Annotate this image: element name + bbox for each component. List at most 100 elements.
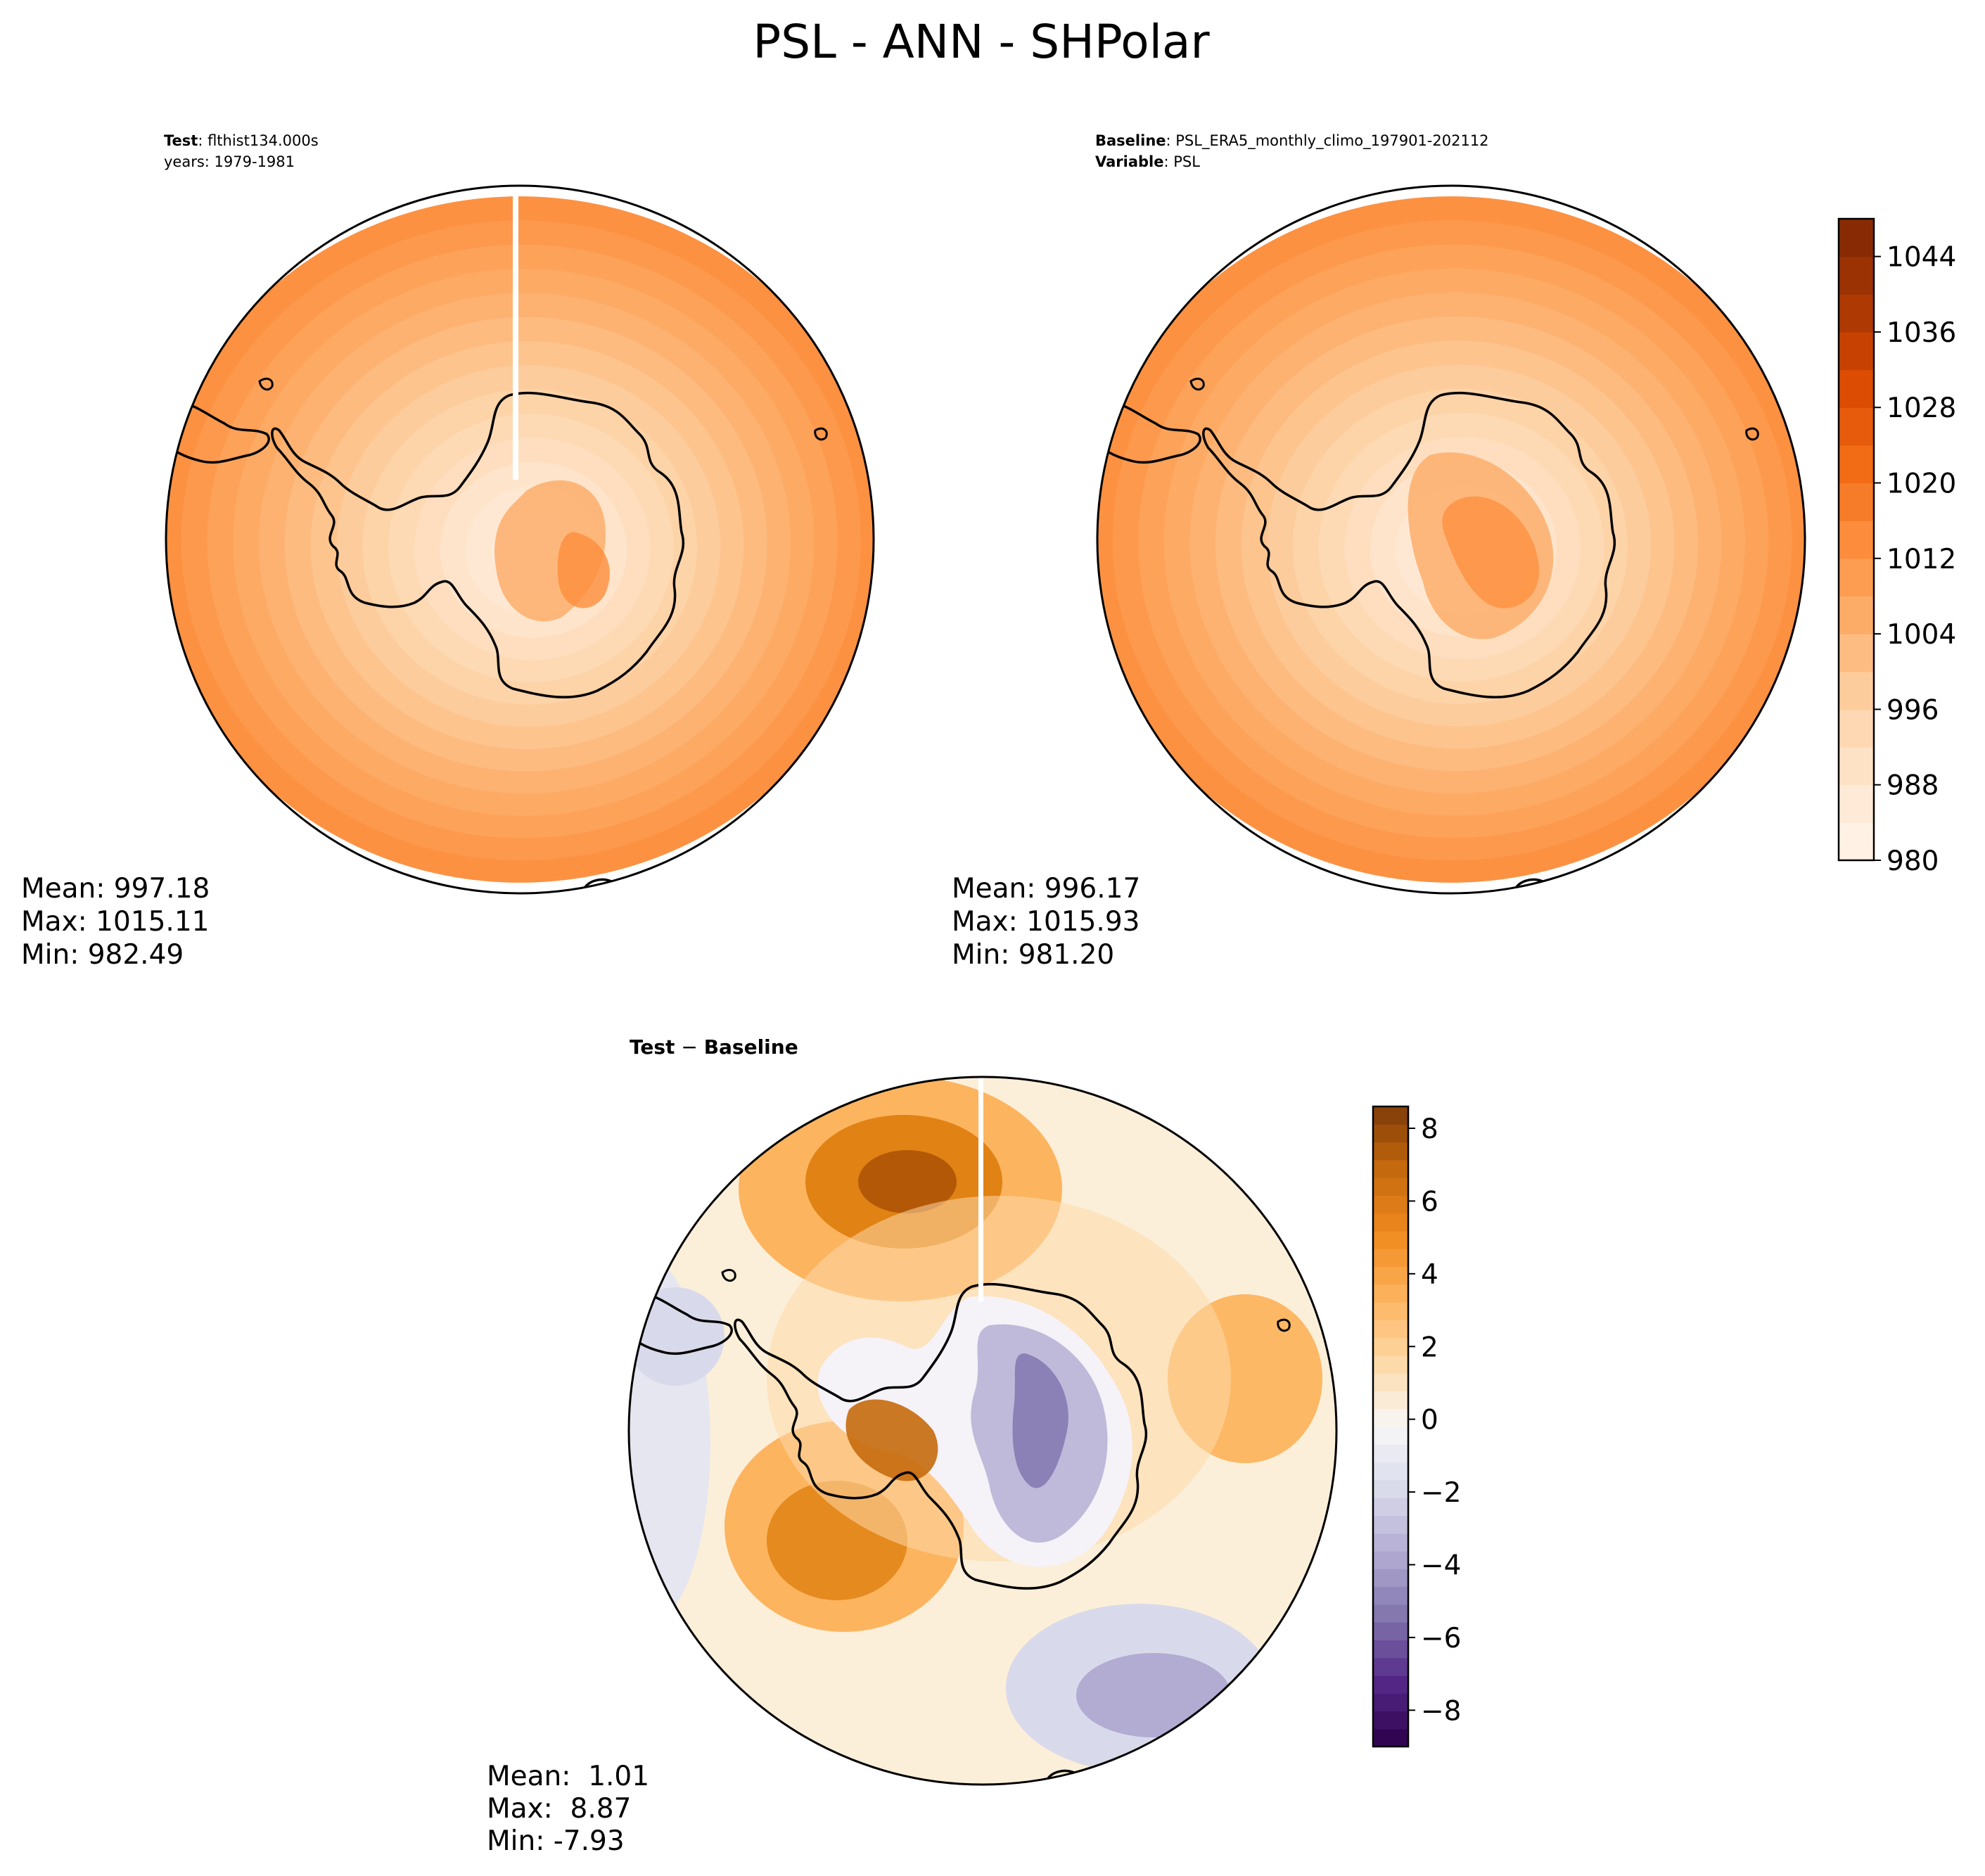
colorbar-difference-level bbox=[1373, 1586, 1408, 1605]
antarctica-coastline bbox=[271, 391, 685, 698]
panel-baseline-mean: Mean: 996.17 bbox=[952, 873, 1140, 905]
panel-difference-mean: Mean: 1.01 bbox=[487, 1761, 649, 1792]
colorbar-difference-level bbox=[1373, 1640, 1408, 1659]
antarctica-coastline bbox=[734, 1282, 1148, 1590]
panel-baseline-variable: Variable: PSL bbox=[1095, 153, 1200, 170]
diff-positive-north-peak bbox=[858, 1150, 957, 1213]
colorbar-difference-tick-label: −4 bbox=[1421, 1550, 1462, 1581]
colorbar-psl-tick-label: 1004 bbox=[1887, 619, 1956, 651]
colorbar-psl-tick-label: 996 bbox=[1887, 694, 1939, 726]
colorbar-difference-tick-label: 8 bbox=[1421, 1114, 1438, 1145]
colorbar-difference-level bbox=[1373, 1249, 1408, 1268]
colorbar-psl-level bbox=[1839, 483, 1874, 521]
diff-negative-peninsula bbox=[629, 1287, 725, 1386]
coastline bbox=[166, 378, 828, 893]
diff-continent-positive-west bbox=[845, 1399, 938, 1481]
colorbar-difference-level bbox=[1373, 1515, 1408, 1534]
panel-baseline-map bbox=[1097, 196, 1805, 893]
colorbar-psl-level bbox=[1839, 521, 1874, 559]
colorbar-psl-level bbox=[1839, 445, 1874, 484]
island-coastline bbox=[814, 427, 828, 441]
colorbar-difference-tick-label: −2 bbox=[1421, 1477, 1462, 1509]
colorbar-difference-level bbox=[1373, 1427, 1408, 1445]
panel-difference-map bbox=[629, 1077, 1336, 1785]
colorbar-difference-level bbox=[1373, 1195, 1408, 1214]
south-america-coastline bbox=[629, 1294, 733, 1355]
antarctica-coastline bbox=[1202, 391, 1616, 698]
colorbar-psl-tick-label: 988 bbox=[1887, 770, 1939, 802]
colorbar-difference-level bbox=[1373, 1373, 1408, 1392]
colorbar-difference-level bbox=[1373, 1533, 1408, 1552]
colorbar-difference-level bbox=[1373, 1124, 1408, 1143]
colorbar-psl-ticks: 980 988 996 1004 1012 1020 1028 1036 1044 bbox=[1874, 242, 1956, 877]
colorbar-difference-level bbox=[1373, 1337, 1408, 1356]
colorbar-difference-tick-label: −6 bbox=[1421, 1623, 1462, 1654]
colorbar-difference-level bbox=[1373, 1550, 1408, 1569]
colorbar-difference-level bbox=[1373, 1302, 1408, 1320]
colorbar-psl-level bbox=[1839, 369, 1874, 408]
colorbar-psl-level bbox=[1839, 331, 1874, 371]
colorbar-difference-level bbox=[1373, 1355, 1408, 1374]
island-coastline bbox=[1189, 378, 1205, 391]
colorbar-difference-level bbox=[1373, 1675, 1408, 1694]
island-coastline bbox=[721, 1269, 736, 1282]
colorbar-psl-level bbox=[1839, 822, 1874, 861]
colorbar-difference-level bbox=[1373, 1498, 1408, 1516]
island-coastline bbox=[1277, 1318, 1291, 1332]
panel-test-years: years: 1979-1981 bbox=[164, 153, 295, 170]
colorbar-difference-level bbox=[1373, 1284, 1408, 1303]
colorbar-difference-level bbox=[1373, 1622, 1408, 1640]
panel-test-antarctica bbox=[166, 378, 828, 893]
colorbar-psl-tick-label: 1044 bbox=[1887, 242, 1956, 274]
panel-difference-min: Min: -7.93 bbox=[487, 1825, 625, 1857]
panel-test: Test: flthist134.000s years: 1979-1981 M… bbox=[21, 132, 875, 971]
colorbar-difference-level bbox=[1373, 1657, 1408, 1676]
panel-difference-header: Test − Baseline bbox=[630, 1035, 798, 1059]
panel-test-min: Min: 982.49 bbox=[21, 939, 184, 971]
colorbar-psl-frame bbox=[1837, 217, 1875, 862]
colorbar-psl-level bbox=[1839, 747, 1874, 786]
colorbar-difference-level bbox=[1373, 1159, 1408, 1178]
colorbar-psl-level bbox=[1839, 294, 1874, 333]
colorbar-psl-tick-label: 1028 bbox=[1887, 393, 1956, 424]
figure-title: PSL - ANN - SHPolar bbox=[753, 15, 1210, 69]
colorbar-psl-levels bbox=[1839, 219, 1874, 861]
colorbar-psl-tick-label: 980 bbox=[1887, 846, 1939, 877]
colorbar-difference-level bbox=[1373, 1142, 1408, 1161]
colorbar-difference: 8 6 4 2 0 −2 −4 −6 −8 bbox=[1372, 1105, 1462, 1748]
panel-difference-boundary bbox=[627, 1076, 1338, 1786]
colorbar-psl-level bbox=[1839, 596, 1874, 634]
colorbar-difference-level bbox=[1373, 1213, 1408, 1232]
panel-test-max: Max: 1015.11 bbox=[21, 906, 209, 938]
panel-difference-max: Max: 8.87 bbox=[487, 1793, 631, 1825]
colorbar-psl-level bbox=[1839, 784, 1874, 823]
colorbar-psl-level bbox=[1839, 407, 1874, 446]
colorbar-difference-tick-label: 4 bbox=[1421, 1259, 1438, 1291]
colorbar-difference-level bbox=[1373, 1569, 1408, 1588]
colorbar-difference-tick-label: −8 bbox=[1421, 1695, 1462, 1727]
colorbar-difference-tick-label: 0 bbox=[1421, 1405, 1438, 1436]
colorbar-psl: 980 988 996 1004 1012 1020 1028 1036 1044 bbox=[1837, 217, 1956, 877]
colorbar-difference-level bbox=[1373, 1479, 1408, 1498]
colorbar-psl-tick-label: 1036 bbox=[1887, 317, 1956, 349]
antarctica-high-pressure-b2 bbox=[1442, 496, 1540, 608]
south-america-coastline bbox=[166, 402, 270, 464]
colorbar-difference-levels bbox=[1373, 1106, 1408, 1747]
panel-difference-antarctica bbox=[629, 1269, 1291, 1785]
colorbar-difference-frame bbox=[1372, 1105, 1410, 1748]
colorbar-difference-level bbox=[1373, 1230, 1408, 1249]
colorbar-difference-level bbox=[1373, 1391, 1408, 1410]
colorbar-difference-tick-label: 6 bbox=[1421, 1186, 1438, 1218]
panel-baseline: Baseline: PSL_ERA5_monthly_climo_197901-… bbox=[952, 132, 1956, 971]
panel-baseline-antarctica bbox=[1097, 378, 1759, 893]
colorbar-difference-ticks: 8 6 4 2 0 −2 −4 −6 −8 bbox=[1408, 1114, 1462, 1727]
island-coastline bbox=[258, 378, 274, 391]
colorbar-psl-tick-label: 1012 bbox=[1887, 544, 1956, 575]
colorbar-difference-level bbox=[1373, 1693, 1408, 1712]
colorbar-difference-level bbox=[1373, 1106, 1408, 1125]
colorbar-difference-level bbox=[1373, 1408, 1408, 1427]
colorbar-difference-level bbox=[1373, 1711, 1408, 1730]
colorbar-psl-level bbox=[1839, 558, 1874, 597]
colorbar-difference-level bbox=[1373, 1604, 1408, 1623]
